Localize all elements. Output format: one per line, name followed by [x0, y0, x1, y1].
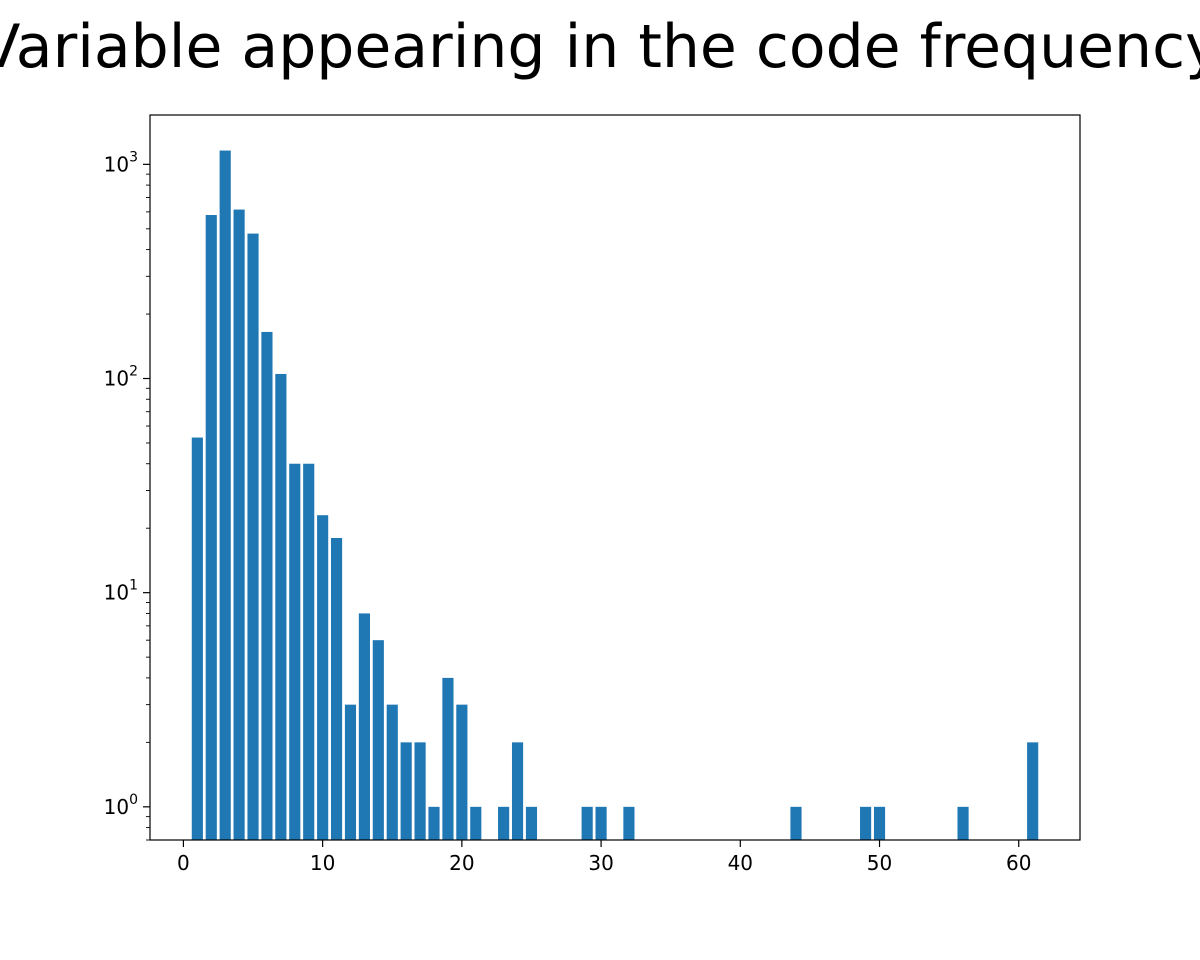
- x-tick-label: 40: [728, 851, 753, 875]
- bar: [595, 806, 607, 840]
- chart-title: Variable appearing in the code frequency: [0, 12, 1200, 82]
- bar: [233, 209, 245, 840]
- bar: [289, 463, 301, 840]
- bar: [400, 742, 412, 840]
- bar: [372, 640, 384, 840]
- bar: [219, 150, 231, 841]
- y-tick-label: 100: [104, 792, 138, 819]
- bar: [205, 215, 217, 840]
- bar: [498, 806, 510, 840]
- bar: [470, 806, 482, 840]
- bar: [317, 515, 329, 840]
- bar: [275, 373, 287, 840]
- bar: [191, 437, 203, 840]
- bar: [525, 806, 538, 840]
- bar: [860, 806, 872, 840]
- bar: [442, 677, 454, 840]
- x-tick-label: 60: [1006, 851, 1031, 875]
- x-tick-label: 50: [867, 851, 892, 875]
- y-tick-label: 103: [104, 149, 138, 176]
- bar: [414, 742, 426, 840]
- bar: [247, 233, 259, 841]
- bars: [191, 150, 1039, 841]
- x-tick-label: 10: [310, 851, 335, 875]
- bar: [790, 806, 802, 840]
- bar: [344, 704, 357, 840]
- bar: [428, 806, 440, 840]
- x-tick-label: 0: [177, 851, 190, 875]
- bar: [957, 806, 969, 840]
- x-axis: 0 10 20 30 40 50 60: [177, 840, 1031, 875]
- bar: [511, 742, 524, 840]
- bar: [303, 463, 315, 840]
- y-axis: 100 101 102 103: [104, 149, 150, 841]
- bar: [358, 613, 370, 840]
- bar: [581, 806, 593, 840]
- y-tick-label: 102: [104, 364, 138, 391]
- y-tick-label: 101: [104, 578, 138, 605]
- bar: [456, 704, 468, 840]
- bar: [261, 331, 273, 840]
- x-tick-label: 20: [449, 851, 474, 875]
- plot-area-frame: [149, 114, 1081, 841]
- bar: [873, 806, 886, 840]
- bar: [623, 806, 635, 840]
- bar: [1027, 742, 1039, 840]
- bar: [386, 704, 398, 840]
- bar: [330, 538, 343, 840]
- x-tick-label: 30: [588, 851, 613, 875]
